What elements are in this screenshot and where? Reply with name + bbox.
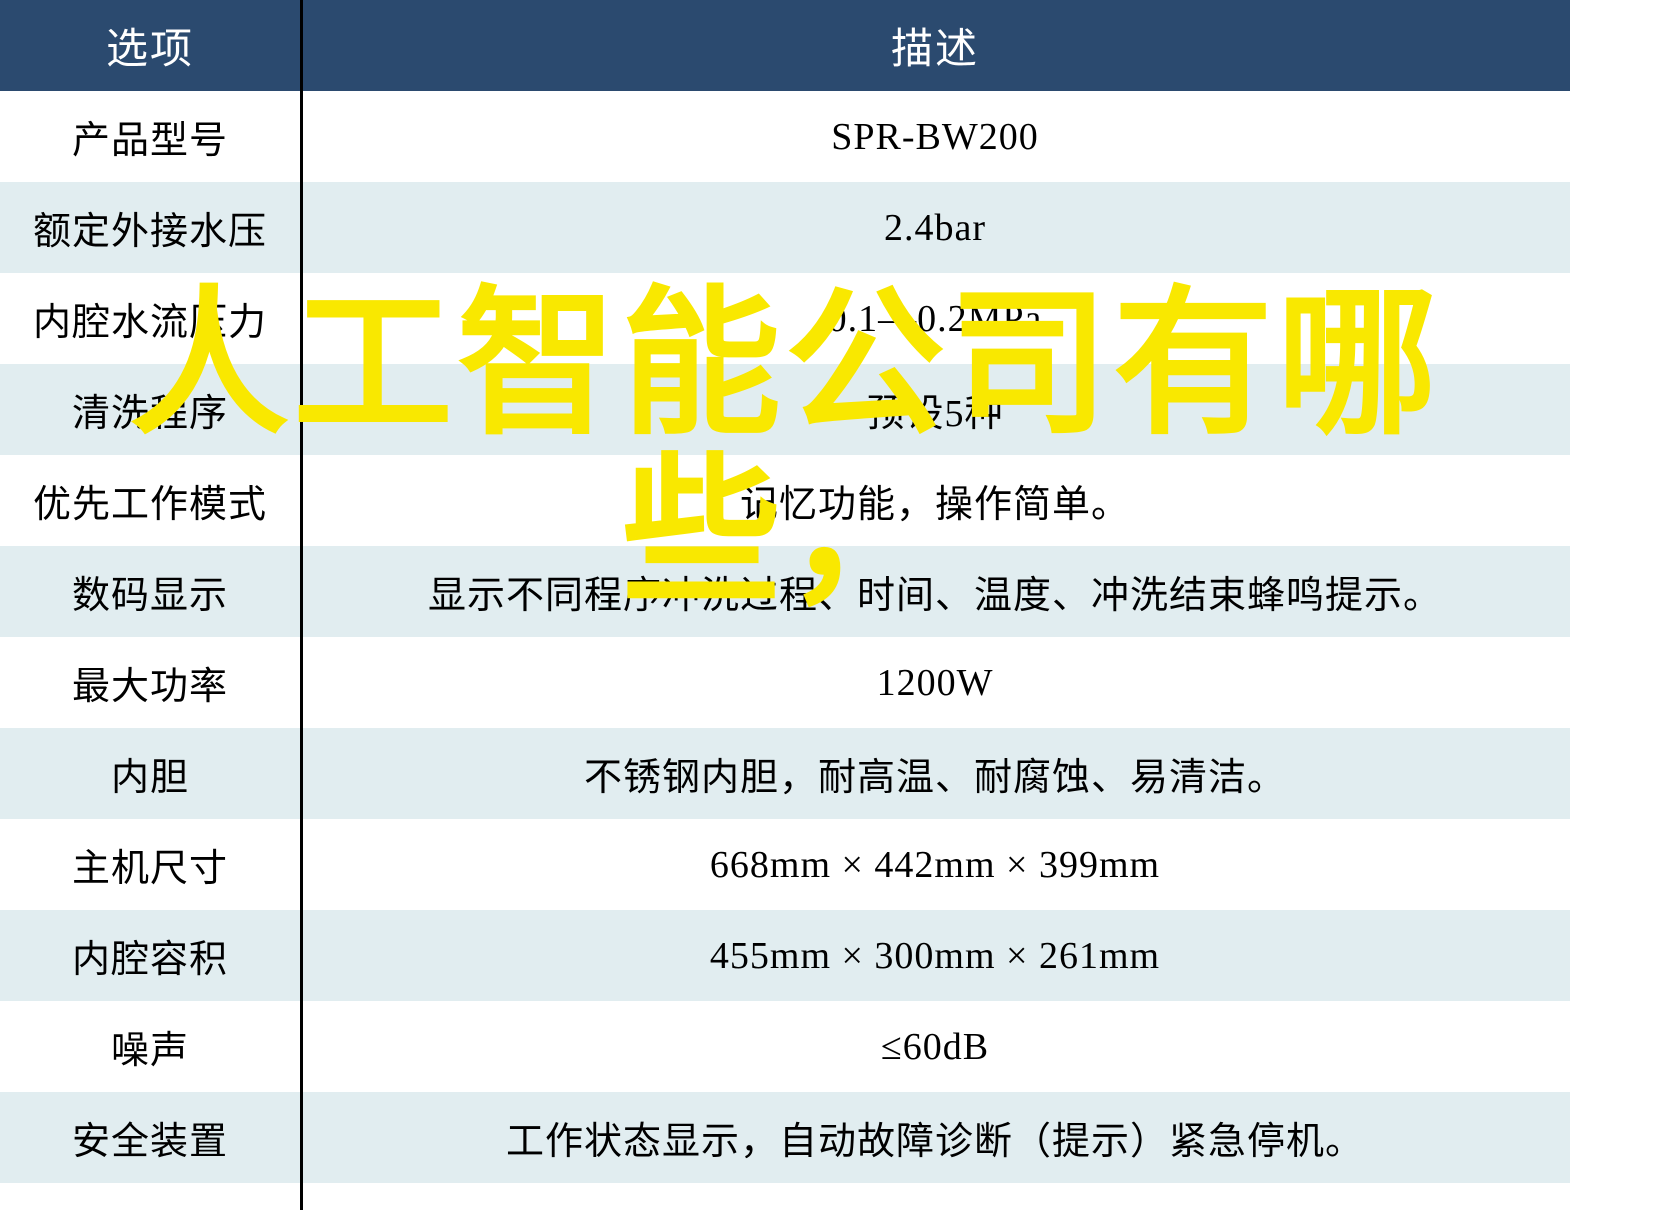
cell-value: 记忆功能，操作简单。 — [300, 455, 1570, 546]
cell-label: 数码显示 — [0, 546, 300, 637]
cell-value: 不锈钢内胆，耐高温、耐腐蚀、易清洁。 — [300, 728, 1570, 819]
cell-value: 668mm × 442mm × 399mm — [300, 819, 1570, 910]
cell-value: SPR-BW200 — [300, 91, 1570, 182]
table-row: 优先工作模式记忆功能，操作简单。 — [0, 455, 1570, 546]
table-row: 最大功率1200W — [0, 637, 1570, 728]
cell-label: 额定外接水压 — [0, 182, 300, 273]
header-cell-description: 描述 — [300, 0, 1570, 91]
table-row: 产品型号SPR-BW200 — [0, 91, 1570, 182]
spec-table: 选项 描述 产品型号SPR-BW200额定外接水压2.4bar内腔水流压力0.1… — [0, 0, 1570, 1183]
cell-value: 工作状态显示，自动故障诊断（提示）紧急停机。 — [300, 1092, 1570, 1183]
table-row: 主机尺寸668mm × 442mm × 399mm — [0, 819, 1570, 910]
cell-value: 2.4bar — [300, 182, 1570, 273]
cell-value: 显示不同程序冲洗过程、时间、温度、冲洗结束蜂鸣提示。 — [300, 546, 1570, 637]
page-container: 选项 描述 产品型号SPR-BW200额定外接水压2.4bar内腔水流压力0.1… — [0, 0, 1676, 1120]
table-row: 内腔水流压力0.1—0.2MPa — [0, 273, 1570, 364]
table-row: 清洗程序预设5种 — [0, 364, 1570, 455]
table-body: 产品型号SPR-BW200额定外接水压2.4bar内腔水流压力0.1—0.2MP… — [0, 91, 1570, 1183]
table-row: 噪声≤60dB — [0, 1001, 1570, 1092]
table-row: 安全装置工作状态显示，自动故障诊断（提示）紧急停机。 — [0, 1092, 1570, 1183]
cell-label: 产品型号 — [0, 91, 300, 182]
cell-value: ≤60dB — [300, 1001, 1570, 1092]
cell-label: 最大功率 — [0, 637, 300, 728]
cell-value: 455mm × 300mm × 261mm — [300, 910, 1570, 1001]
cell-value: 1200W — [300, 637, 1570, 728]
cell-label: 内胆 — [0, 728, 300, 819]
cell-label: 噪声 — [0, 1001, 300, 1092]
table-header: 选项 描述 — [0, 0, 1570, 91]
cell-label: 内腔容积 — [0, 910, 300, 1001]
header-cell-option: 选项 — [0, 0, 300, 91]
cell-label: 优先工作模式 — [0, 455, 300, 546]
cell-label: 内腔水流压力 — [0, 273, 300, 364]
cell-value: 预设5种 — [300, 364, 1570, 455]
table-row: 数码显示显示不同程序冲洗过程、时间、温度、冲洗结束蜂鸣提示。 — [0, 546, 1570, 637]
table-row: 内腔容积455mm × 300mm × 261mm — [0, 910, 1570, 1001]
cell-label: 清洗程序 — [0, 364, 300, 455]
table-header-row: 选项 描述 — [0, 0, 1570, 91]
table-row: 内胆不锈钢内胆，耐高温、耐腐蚀、易清洁。 — [0, 728, 1570, 819]
cell-label: 主机尺寸 — [0, 819, 300, 910]
cell-label: 安全装置 — [0, 1092, 300, 1183]
cell-value: 0.1—0.2MPa — [300, 273, 1570, 364]
table-row: 额定外接水压2.4bar — [0, 182, 1570, 273]
